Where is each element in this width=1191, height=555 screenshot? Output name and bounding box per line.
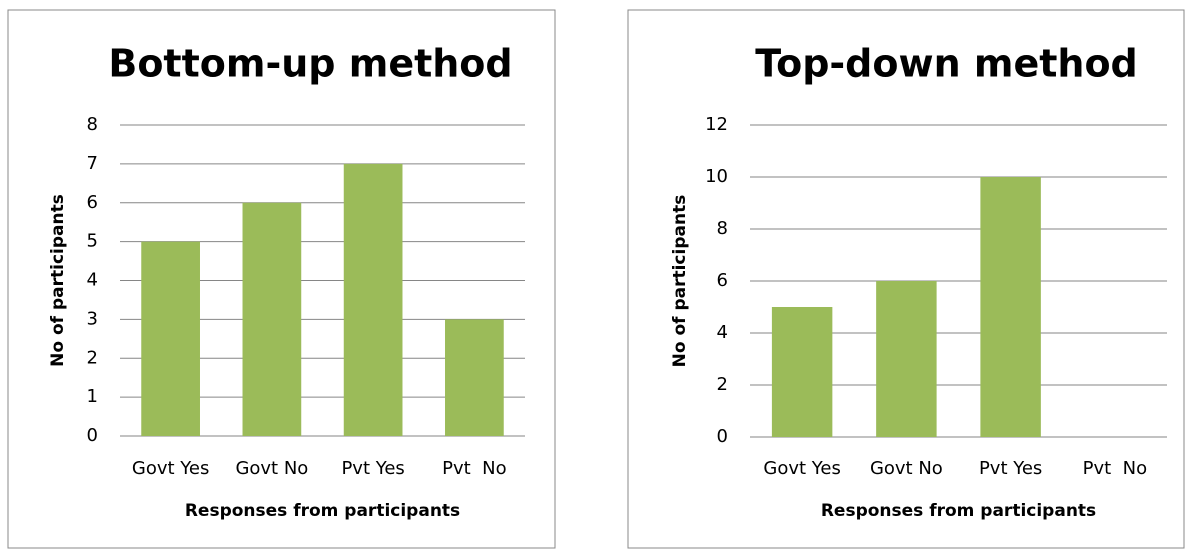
bar — [876, 281, 937, 437]
y-tick-label: 0 — [717, 426, 728, 447]
y-tick-label: 7 — [87, 153, 98, 174]
y-tick-label: 4 — [717, 322, 728, 343]
x-tick-label: Govt No — [870, 458, 943, 479]
y-tick-label: 0 — [87, 425, 98, 446]
x-tick-label: Pvt Yes — [979, 458, 1042, 479]
x-tick-label: Govt Yes — [132, 458, 209, 479]
y-tick-label: 8 — [87, 114, 98, 135]
bar — [242, 202, 302, 436]
x-axis-title: Responses from participants — [821, 501, 1096, 521]
y-tick-label: 3 — [87, 308, 98, 329]
y-tick-label: 6 — [717, 270, 728, 291]
y-tick-label: 2 — [717, 374, 728, 395]
bar — [980, 177, 1041, 437]
x-tick-label: Pvt No — [442, 458, 507, 479]
bar — [445, 319, 504, 436]
x-tick-label: Pvt Yes — [341, 458, 404, 479]
y-tick-label: 4 — [87, 270, 98, 291]
y-tick-label: 10 — [705, 166, 728, 187]
x-tick-label: Pvt No — [1083, 458, 1148, 479]
chart-title: Top-down method — [755, 42, 1138, 86]
chart-title: Bottom-up method — [108, 42, 512, 86]
x-tick-label: Govt No — [235, 458, 308, 479]
bar — [141, 241, 200, 436]
y-axis-title: No of participants — [48, 194, 68, 367]
bar — [343, 163, 403, 436]
x-tick-label: Govt Yes — [763, 458, 840, 479]
y-tick-label: 1 — [87, 386, 98, 407]
y-tick-label: 8 — [717, 218, 728, 239]
y-axis-title: No of participants — [670, 195, 690, 368]
bar — [771, 307, 833, 437]
y-tick-label: 5 — [87, 231, 98, 252]
y-tick-label: 12 — [705, 114, 728, 135]
chart-frame — [627, 9, 1185, 549]
y-tick-label: 2 — [87, 347, 98, 368]
x-axis-title: Responses from participants — [185, 501, 460, 521]
y-tick-label: 6 — [87, 192, 98, 213]
